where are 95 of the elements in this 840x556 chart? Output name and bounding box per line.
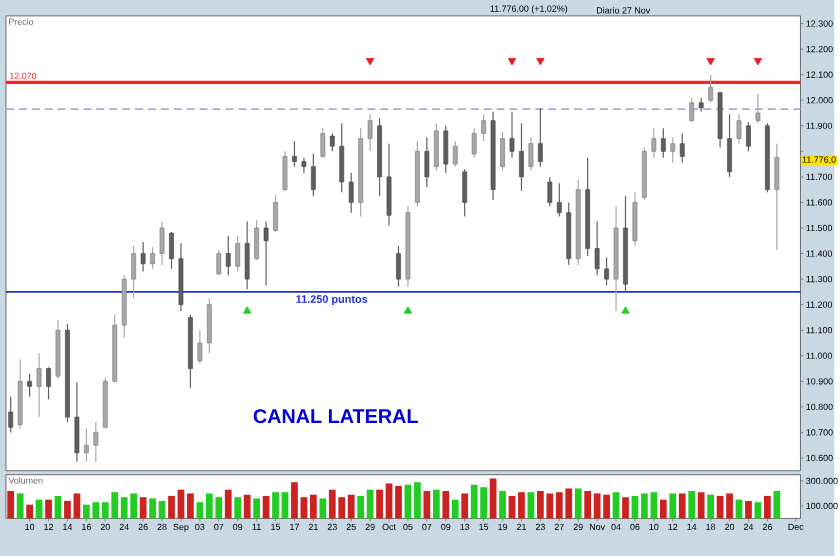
candlestick: [670, 136, 676, 164]
candlestick: [462, 168, 468, 218]
bar: [432, 489, 440, 519]
candlestick: [83, 427, 89, 463]
bar: [319, 498, 327, 519]
candlestick: [320, 127, 326, 159]
bar: [745, 500, 752, 519]
candlestick: [17, 358, 23, 430]
bar: [574, 488, 582, 519]
candlestick: [27, 372, 32, 398]
candlestick: [131, 245, 137, 299]
candlestick: [471, 127, 477, 159]
candlestick: [660, 127, 666, 159]
candlestick: [178, 242, 184, 312]
bar: [688, 490, 696, 519]
bar: [442, 490, 450, 519]
candlestick: [310, 153, 316, 197]
bar: [7, 490, 15, 519]
candlestick: [367, 113, 373, 152]
candlestick: [339, 122, 345, 193]
candlestick: [225, 234, 231, 276]
bar: [253, 498, 260, 519]
candlestick: [169, 231, 174, 270]
candlestick: [348, 172, 354, 214]
candlestick: [755, 93, 761, 124]
bar: [243, 494, 251, 519]
candlestick: [386, 142, 392, 226]
candlestick: [197, 329, 203, 364]
candlestick: [717, 91, 723, 149]
bar: [773, 490, 781, 519]
candlestick: [140, 241, 146, 272]
candlestick: [301, 157, 307, 174]
candlestick: [679, 132, 685, 164]
candlestick: [254, 219, 259, 261]
bar: [224, 489, 232, 519]
candlestick: [727, 113, 732, 178]
bar: [622, 497, 629, 519]
bar: [763, 495, 771, 519]
candlestick: [244, 220, 250, 290]
candlestick: [263, 220, 269, 287]
bar: [707, 494, 714, 519]
candlestick: [396, 245, 401, 288]
candlestick: [509, 111, 515, 159]
candlestick: [206, 297, 212, 354]
candlestick: [746, 121, 751, 152]
bar: [659, 499, 667, 519]
candlestick: [292, 140, 297, 168]
candlestick: [556, 182, 562, 218]
candlestick: [537, 107, 543, 168]
bar: [584, 490, 592, 519]
bar: [16, 493, 24, 519]
candlestick: [216, 249, 222, 276]
candlestick: [74, 381, 80, 463]
candlestick: [774, 142, 780, 251]
bar: [678, 493, 686, 519]
bar: [499, 490, 506, 519]
annotation: CANAL LATERAL: [253, 409, 418, 424]
candlestick: [433, 122, 439, 172]
bar: [423, 490, 431, 519]
candlestick: [547, 176, 553, 207]
candlestick: [46, 366, 51, 400]
bar: [357, 495, 365, 519]
candlestick: [443, 125, 449, 174]
bar: [461, 493, 469, 519]
candlestick: [566, 201, 572, 266]
candlestick: [632, 191, 638, 247]
bar: [669, 493, 677, 519]
candlestick: [736, 113, 742, 145]
candlestick: [121, 274, 127, 339]
candlestick: [159, 220, 165, 266]
bar: [697, 492, 705, 519]
candlestick: [273, 194, 278, 233]
candlestick: [594, 220, 600, 276]
candlestick: [424, 136, 430, 188]
candlestick: [642, 146, 647, 201]
candlestick: [282, 150, 288, 192]
candlestick: [481, 113, 486, 142]
candlestick: [55, 319, 61, 380]
candlestick: [519, 122, 524, 192]
candlestick: [452, 140, 458, 168]
bar: [234, 497, 242, 519]
candlestick: [102, 376, 108, 430]
candlestick: [235, 234, 241, 272]
candlestick: [93, 421, 99, 463]
candlestick: [150, 246, 155, 270]
candlestick: [36, 352, 42, 418]
candlestick: [500, 131, 505, 172]
candlestick: [689, 97, 695, 123]
bar: [451, 499, 459, 519]
candlestick: [604, 256, 609, 287]
candlestick: [708, 74, 713, 104]
bar: [45, 499, 52, 519]
candlestick: [528, 136, 534, 172]
bar: [26, 504, 33, 519]
candlestick: [651, 127, 657, 159]
